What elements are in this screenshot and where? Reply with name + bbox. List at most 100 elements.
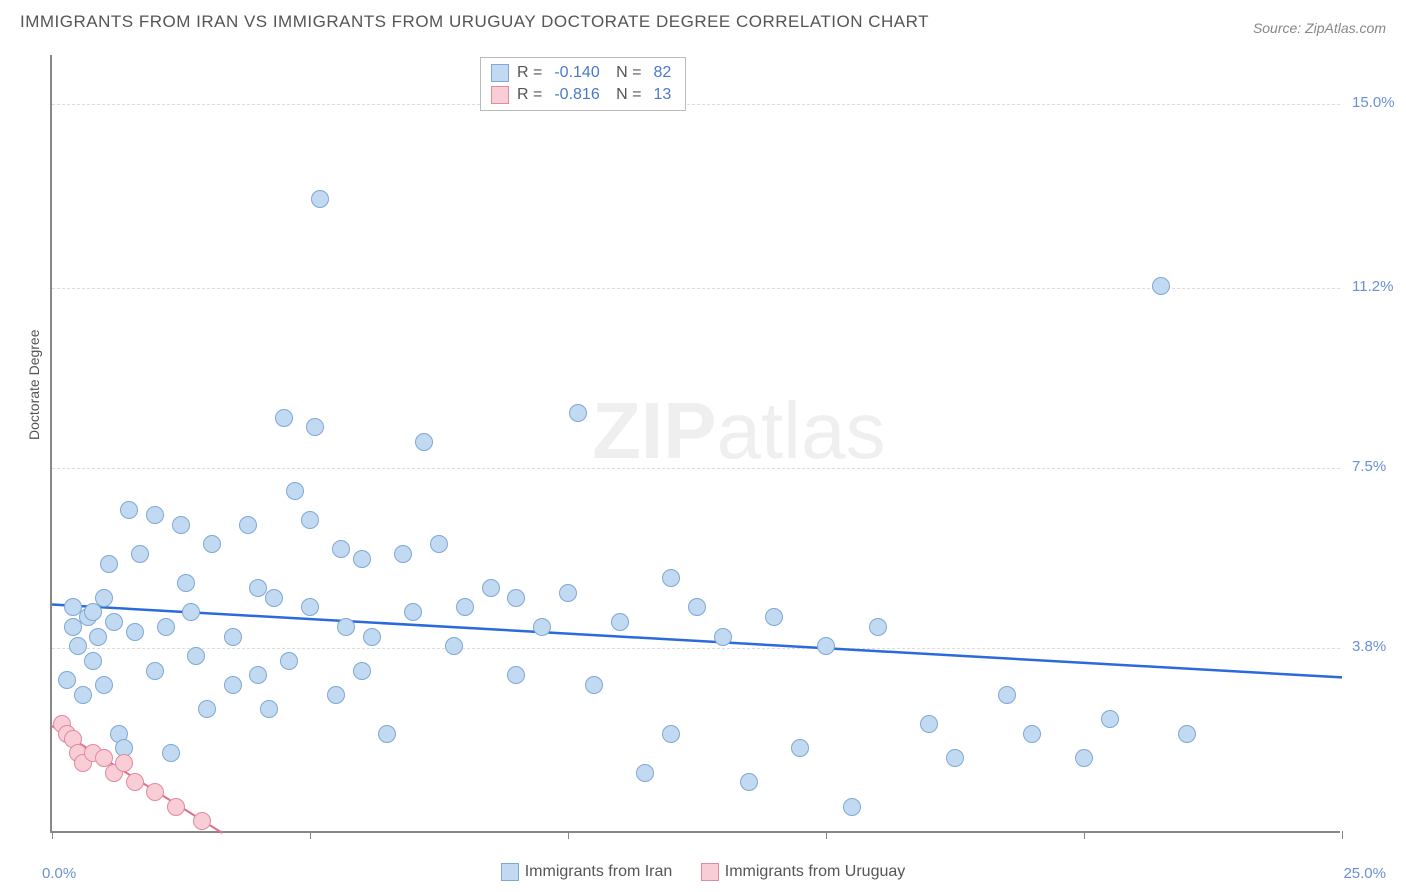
data-point xyxy=(58,671,76,689)
legend-label-iran: Immigrants from Iran xyxy=(525,863,673,881)
y-tick-label: 11.2% xyxy=(1352,278,1393,295)
data-point xyxy=(95,676,113,694)
trend-lines xyxy=(52,55,1340,831)
data-point xyxy=(394,545,412,563)
data-point xyxy=(280,652,298,670)
data-point xyxy=(172,516,190,534)
x-tick xyxy=(52,831,53,839)
data-point xyxy=(445,637,463,655)
data-point xyxy=(239,516,257,534)
data-point xyxy=(946,749,964,767)
data-point xyxy=(167,798,185,816)
n-value-uruguay: 13 xyxy=(650,86,676,104)
swatch-uruguay-bottom xyxy=(701,863,719,881)
data-point xyxy=(869,618,887,636)
data-point xyxy=(817,637,835,655)
y-axis-label: Doctorate Degree xyxy=(26,329,42,440)
data-point xyxy=(688,598,706,616)
x-tick xyxy=(310,831,311,839)
data-point xyxy=(311,190,329,208)
data-point xyxy=(332,540,350,558)
data-point xyxy=(301,598,319,616)
data-point xyxy=(249,666,267,684)
data-point xyxy=(404,603,422,621)
data-point xyxy=(482,579,500,597)
data-point xyxy=(363,628,381,646)
data-point xyxy=(301,511,319,529)
data-point xyxy=(791,739,809,757)
data-point xyxy=(260,700,278,718)
data-point xyxy=(920,715,938,733)
data-point xyxy=(146,662,164,680)
data-point xyxy=(998,686,1016,704)
n-value-iran: 82 xyxy=(650,64,676,82)
data-point xyxy=(146,506,164,524)
x-tick xyxy=(568,831,569,839)
data-point xyxy=(74,686,92,704)
data-point xyxy=(275,409,293,427)
legend-label-uruguay: Immigrants from Uruguay xyxy=(725,863,906,881)
stats-row-iran: R = -0.140 N = 82 xyxy=(491,62,675,84)
data-point xyxy=(1023,725,1041,743)
data-point xyxy=(765,608,783,626)
data-point xyxy=(611,613,629,631)
y-tick-label: 7.5% xyxy=(1352,458,1386,475)
chart-title: IMMIGRANTS FROM IRAN VS IMMIGRANTS FROM … xyxy=(20,12,929,32)
data-point xyxy=(415,433,433,451)
data-point xyxy=(507,589,525,607)
y-tick-label: 3.8% xyxy=(1352,638,1386,655)
data-point xyxy=(203,535,221,553)
swatch-uruguay xyxy=(491,86,509,104)
data-point xyxy=(187,647,205,665)
data-point xyxy=(224,628,242,646)
data-point xyxy=(100,555,118,573)
bottom-legend: Immigrants from Iran Immigrants from Uru… xyxy=(0,863,1406,886)
r-value-iran: -0.140 xyxy=(550,64,603,82)
data-point xyxy=(182,603,200,621)
data-point xyxy=(714,628,732,646)
y-tick-label: 15.0% xyxy=(1352,94,1395,111)
swatch-iran-bottom xyxy=(501,863,519,881)
data-point xyxy=(1152,277,1170,295)
x-tick xyxy=(1084,831,1085,839)
data-point xyxy=(585,676,603,694)
r-value-uruguay: -0.816 xyxy=(550,86,603,104)
data-point xyxy=(84,652,102,670)
data-point xyxy=(1178,725,1196,743)
data-point xyxy=(559,584,577,602)
x-tick xyxy=(1342,831,1343,839)
data-point xyxy=(1101,710,1119,728)
stats-legend: R = -0.140 N = 82 R = -0.816 N = 13 xyxy=(480,57,686,111)
data-point xyxy=(533,618,551,636)
data-point xyxy=(146,783,164,801)
data-point xyxy=(636,764,654,782)
data-point xyxy=(378,725,396,743)
data-point xyxy=(353,550,371,568)
data-point xyxy=(115,754,133,772)
data-point xyxy=(843,798,861,816)
data-point xyxy=(89,628,107,646)
data-point xyxy=(456,598,474,616)
data-point xyxy=(120,501,138,519)
data-point xyxy=(662,569,680,587)
data-point xyxy=(105,613,123,631)
swatch-iran xyxy=(491,64,509,82)
data-point xyxy=(662,725,680,743)
data-point xyxy=(95,589,113,607)
legend-item-iran: Immigrants from Iran xyxy=(501,863,673,881)
data-point xyxy=(265,589,283,607)
data-point xyxy=(224,676,242,694)
data-point xyxy=(198,700,216,718)
data-point xyxy=(353,662,371,680)
x-tick xyxy=(826,831,827,839)
data-point xyxy=(740,773,758,791)
data-point xyxy=(126,623,144,641)
data-point xyxy=(1075,749,1093,767)
data-point xyxy=(162,744,180,762)
data-point xyxy=(327,686,345,704)
data-point xyxy=(69,637,87,655)
plot-area: ZIPatlas 3.8%7.5%11.2%15.0% xyxy=(50,55,1340,833)
data-point xyxy=(507,666,525,684)
data-point xyxy=(286,482,304,500)
data-point xyxy=(306,418,324,436)
